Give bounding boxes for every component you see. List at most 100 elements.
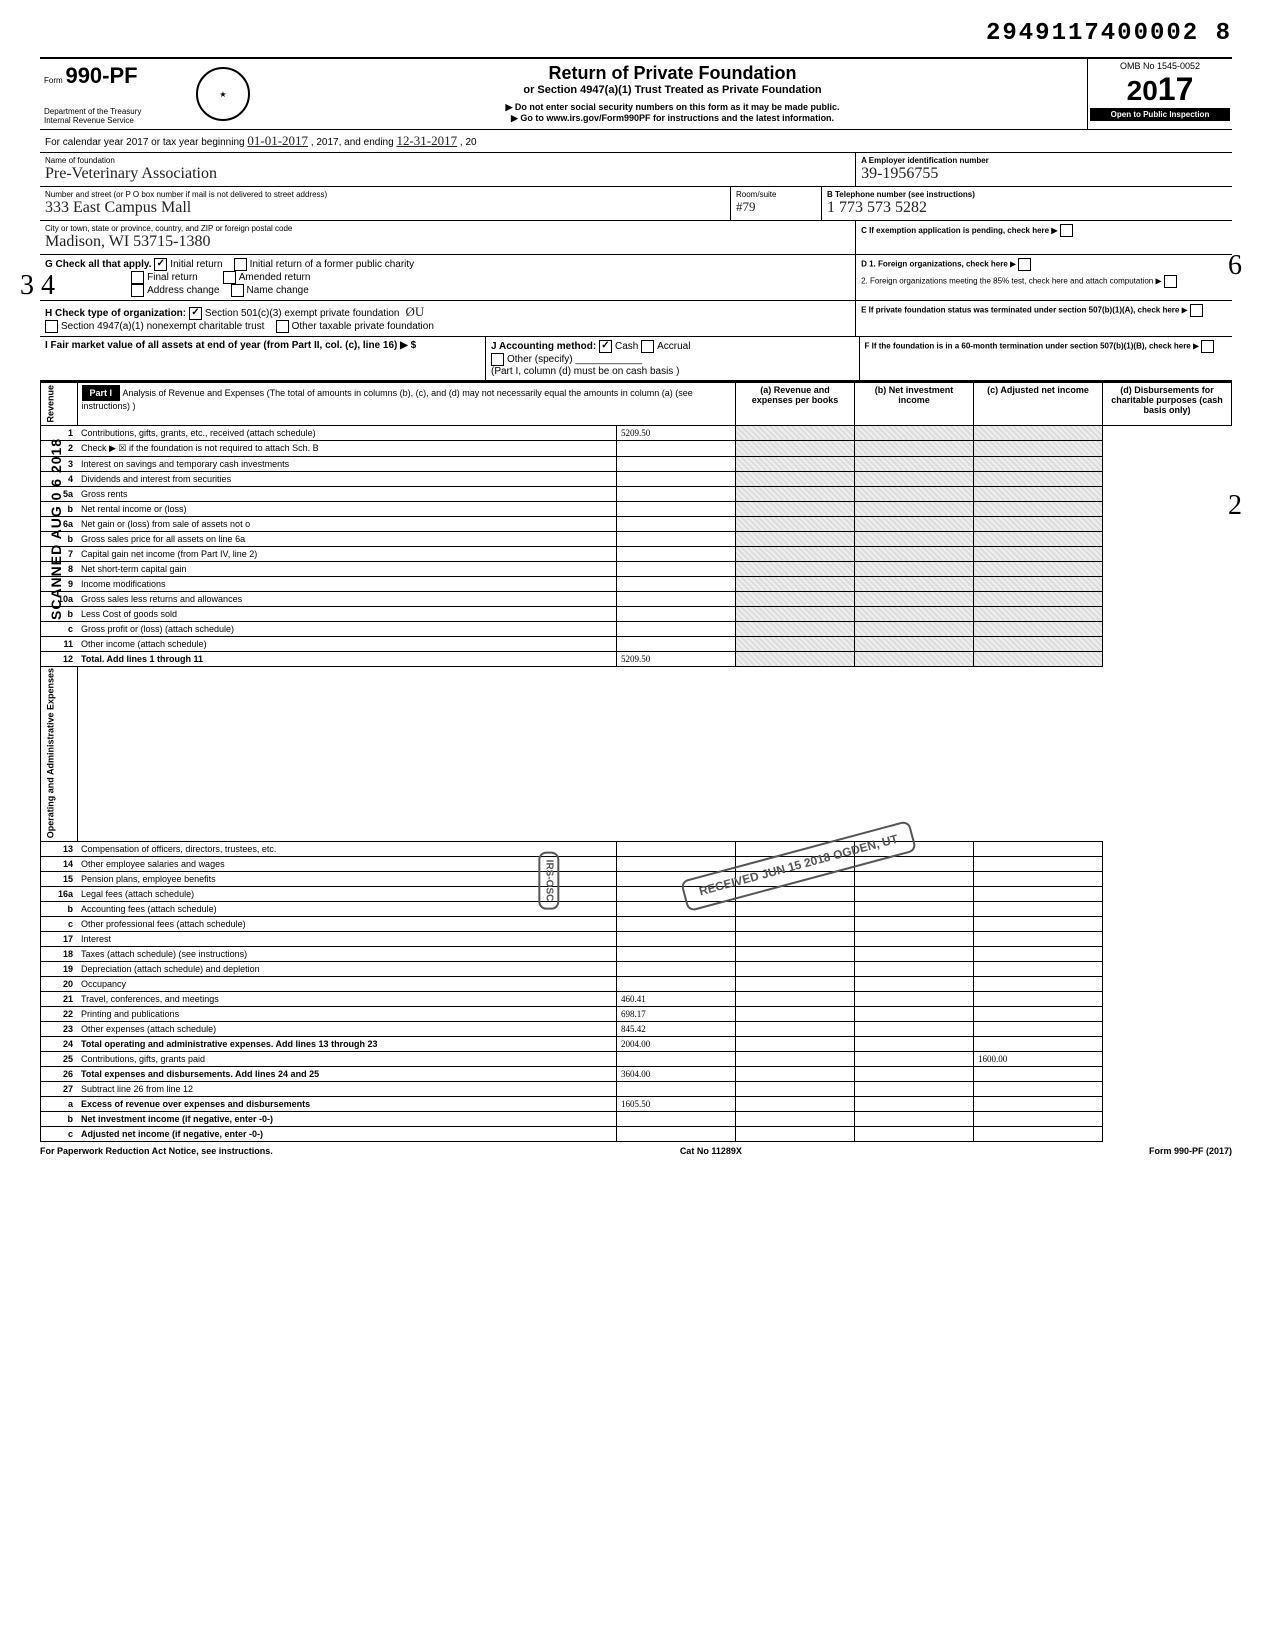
col-d-value (974, 901, 1103, 916)
col-c-value (855, 651, 974, 666)
dept-line1: Department of the Treasury (44, 107, 184, 116)
line-desc: Total. Add lines 1 through 11 (77, 651, 617, 666)
col-d-value (974, 456, 1103, 471)
j-check-1[interactable] (641, 340, 654, 353)
col-d-value (974, 1066, 1103, 1081)
d2-check[interactable] (1164, 275, 1177, 288)
g-opt-3: Amended return (239, 272, 311, 283)
table-row: 18Taxes (attach schedule) (see instructi… (41, 946, 1232, 961)
g-check-3[interactable] (223, 271, 236, 284)
col-b-value (736, 1051, 855, 1066)
col-b-value (736, 1111, 855, 1126)
line-num: 20 (41, 976, 78, 991)
e-check[interactable] (1190, 304, 1203, 317)
g-opt-5: Name change (247, 285, 309, 296)
col-b-value (736, 456, 855, 471)
col-c-value (855, 1126, 974, 1141)
col-c-value (855, 591, 974, 606)
title-main: Return of Private Foundation (262, 63, 1083, 84)
col-d-value (974, 1036, 1103, 1051)
g-check-0[interactable]: ✓ (154, 258, 167, 271)
col-b-value (736, 440, 855, 456)
line-desc: Net rental income or (loss) (77, 501, 617, 516)
table-row: 10aGross sales less returns and allowanc… (41, 591, 1232, 606)
table-row: 19Depreciation (attach schedule) and dep… (41, 961, 1232, 976)
irs-seal-icon: ★ (196, 67, 250, 121)
f-check[interactable] (1201, 340, 1214, 353)
footer-left: For Paperwork Reduction Act Notice, see … (40, 1146, 273, 1156)
col-a-value (617, 591, 736, 606)
col-d-value (974, 961, 1103, 976)
j-check-0[interactable]: ✓ (599, 340, 612, 353)
g-check-5[interactable] (231, 284, 244, 297)
g-opt-1: Initial return of a former public charit… (250, 259, 415, 270)
col-a-value (617, 1111, 736, 1126)
tax-year: 2017 (1090, 71, 1230, 108)
table-row: 20Occupancy (41, 976, 1232, 991)
col-c-value (855, 1051, 974, 1066)
col-c-value (855, 1096, 974, 1111)
ein-label: A Employer identification number (861, 156, 1227, 165)
g-check-2[interactable] (131, 271, 144, 284)
table-row: cGross profit or (loss) (attach schedule… (41, 621, 1232, 636)
col-d-value (974, 546, 1103, 561)
period-row: For calendar year 2017 or tax year begin… (40, 130, 1232, 153)
col-a-value (617, 856, 736, 871)
col-d-value (974, 871, 1103, 886)
h-check-2[interactable] (276, 320, 289, 333)
title-note2: ▶ Go to www.irs.gov/Form990PF for instru… (262, 113, 1083, 124)
col-b-value (736, 1096, 855, 1111)
h-check-1[interactable] (45, 320, 58, 333)
addr-label: Number and street (or P O box number if … (45, 190, 725, 199)
document-id: 2949117400002 8 (40, 20, 1232, 47)
col-a-value (617, 1081, 736, 1096)
col-d-value (974, 501, 1103, 516)
line-num: 27 (41, 1081, 78, 1096)
col-d-value: 1600.00 (974, 1051, 1103, 1066)
col-d-header: (d) Disbursements for charitable purpose… (1103, 383, 1232, 426)
table-row: 5aGross rents (41, 486, 1232, 501)
g-check-1[interactable] (234, 258, 247, 271)
col-c-value (855, 425, 974, 440)
col-d-value (974, 946, 1103, 961)
table-row: 6aNet gain or (loss) from sale of assets… (41, 516, 1232, 531)
col-c-value (855, 946, 974, 961)
col-d-value (974, 486, 1103, 501)
table-row: 12Total. Add lines 1 through 115209.50 (41, 651, 1232, 666)
col-a-value: 3604.00 (617, 1066, 736, 1081)
col-c-header: (c) Adjusted net income (974, 383, 1103, 426)
col-d-value (974, 886, 1103, 901)
h-check-0[interactable]: ✓ (189, 307, 202, 320)
line-desc: Legal fees (attach schedule) (77, 886, 617, 901)
g-check-4[interactable] (131, 284, 144, 297)
table-row: 9Income modifications (41, 576, 1232, 591)
col-a-value (617, 1126, 736, 1141)
col-a-value (617, 916, 736, 931)
col-b-value (736, 471, 855, 486)
col-c-value (855, 621, 974, 636)
col-c-value (855, 1006, 974, 1021)
line-desc: Pension plans, employee benefits (77, 871, 617, 886)
col-c-value (855, 486, 974, 501)
col-d-value (974, 931, 1103, 946)
col-b-value (736, 946, 855, 961)
table-row: bNet rental income or (loss) (41, 501, 1232, 516)
col-d-value (974, 471, 1103, 486)
line-desc: Taxes (attach schedule) (see instruction… (77, 946, 617, 961)
line-desc: Total expenses and disbursements. Add li… (77, 1066, 617, 1081)
col-c-value (855, 636, 974, 651)
h-opt-0: Section 501(c)(3) exempt private foundat… (205, 308, 400, 319)
line-num: 19 (41, 961, 78, 976)
line-num: 23 (41, 1021, 78, 1036)
col-c-value (855, 546, 974, 561)
h-initials: ØU (402, 304, 424, 319)
j-check-2[interactable] (491, 353, 504, 366)
line-desc: Depreciation (attach schedule) and deple… (77, 961, 617, 976)
col-c-value (855, 561, 974, 576)
d1-check[interactable] (1018, 258, 1031, 271)
col-a-value (617, 931, 736, 946)
col-b-value (736, 901, 855, 916)
col-c-value (855, 916, 974, 931)
boxc-checkbox[interactable] (1060, 224, 1073, 237)
title-box: Return of Private Foundation or Section … (258, 59, 1087, 129)
